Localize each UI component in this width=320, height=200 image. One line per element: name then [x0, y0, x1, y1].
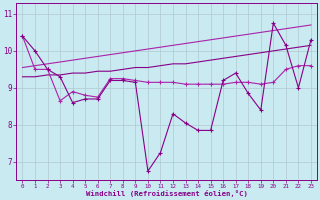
- X-axis label: Windchill (Refroidissement éolien,°C): Windchill (Refroidissement éolien,°C): [86, 190, 248, 197]
